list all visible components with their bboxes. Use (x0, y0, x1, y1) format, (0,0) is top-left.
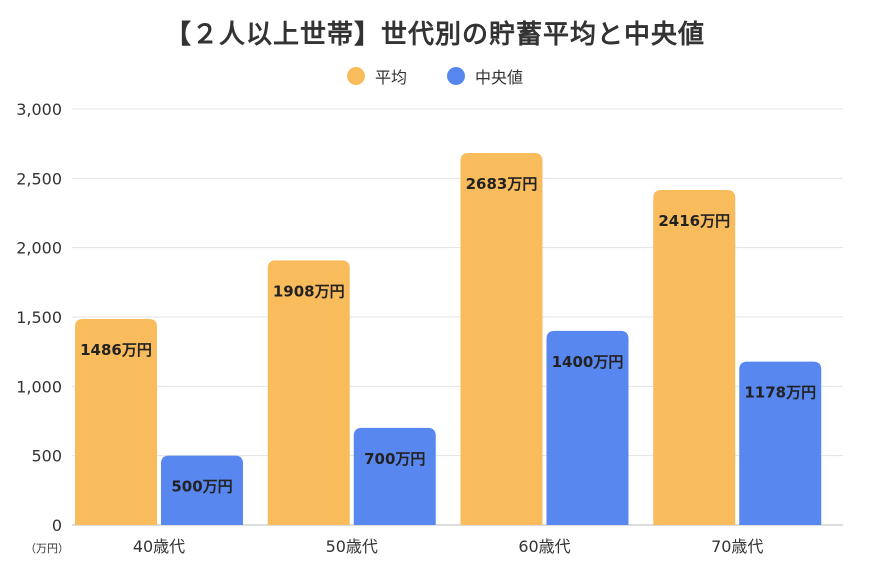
data-label-median: 500万円 (171, 478, 232, 496)
bar-median (546, 330, 629, 525)
legend: 平均 中央値 (0, 64, 870, 88)
y-tick-label: 2,500 (16, 169, 62, 188)
x-tick-label: 40歳代 (133, 537, 185, 556)
data-label-median: 700万円 (364, 450, 425, 468)
chart-title: 【２人以上世帯】世代別の貯蓄平均と中央値 (164, 20, 705, 50)
y-unit-label: （万円） (25, 542, 69, 555)
y-tick-label: 500 (31, 447, 62, 466)
y-tick-label: 3,000 (16, 100, 62, 119)
y-tick-label: 1,000 (16, 377, 62, 396)
data-label-average: 1908万円 (273, 282, 345, 300)
bar-median (161, 455, 243, 525)
bar-average (460, 152, 543, 525)
data-label-average: 2416万円 (658, 212, 730, 230)
bar-average (75, 318, 157, 525)
bar-median (353, 427, 436, 525)
bar-average (653, 189, 736, 526)
bar-median (739, 361, 822, 525)
data-label-median: 1400万円 (552, 353, 624, 371)
y-tick-label: 2,000 (16, 239, 62, 258)
legend-item-median: 中央値 (447, 64, 523, 88)
x-tick-label: 60歳代 (518, 537, 570, 556)
x-tick-label: 70歳代 (711, 537, 763, 556)
data-label-average: 1486万円 (80, 341, 152, 359)
bar-average (267, 260, 350, 525)
legend-label-median: 中央値 (475, 68, 524, 87)
y-tick-label: 1,500 (16, 308, 62, 327)
legend-label-average: 平均 (374, 68, 407, 87)
data-label-average: 2683万円 (466, 175, 538, 193)
legend-swatch-median (447, 67, 465, 85)
y-tick-label: 0 (52, 516, 62, 535)
x-tick-label: 50歳代 (326, 537, 378, 556)
data-label-median: 1178万円 (744, 384, 816, 402)
legend-swatch-average (346, 67, 365, 85)
legend-item-average: 平均 (346, 64, 407, 88)
